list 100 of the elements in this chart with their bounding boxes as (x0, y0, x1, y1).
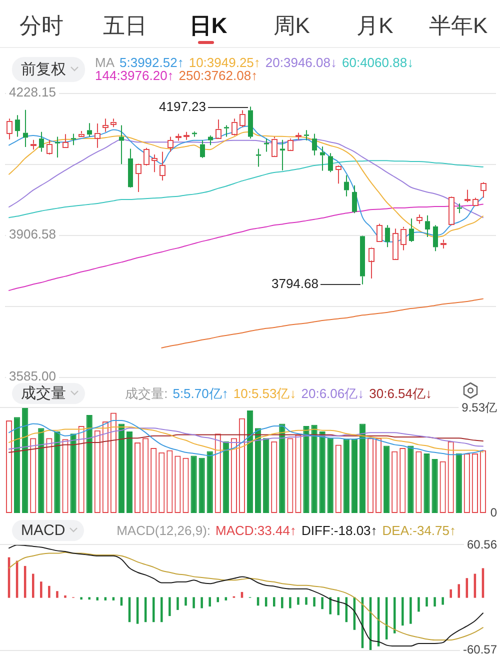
bar (289, 597, 292, 608)
candlestick (200, 140, 205, 158)
bar (410, 597, 412, 624)
text: MACD:33.44↑ (216, 522, 296, 538)
bar (54, 431, 60, 513)
bar (279, 424, 286, 513)
bar (56, 591, 58, 598)
bar (458, 584, 460, 598)
bar (264, 597, 268, 606)
bar (418, 597, 420, 612)
bar (281, 597, 284, 608)
text: 10:3949.25↑ (188, 55, 260, 70)
text: 日K (189, 13, 228, 38)
text: 半年K (428, 13, 488, 38)
bar (14, 417, 20, 513)
bar (64, 595, 66, 598)
candlestick (409, 218, 414, 242)
bar (424, 454, 430, 513)
bar (319, 431, 326, 513)
y-tick-label: 3906.58 (9, 226, 56, 242)
text: 30:6.54亿↓ (369, 386, 432, 400)
bar (104, 597, 107, 600)
candlestick (344, 174, 349, 197)
bar (305, 597, 308, 605)
text: 60:4060.88↓ (342, 55, 414, 70)
candlestick (264, 138, 269, 152)
y-tick-label: 0 (490, 505, 498, 520)
candlestick (425, 214, 430, 238)
candlestick (208, 134, 213, 146)
bar (272, 597, 276, 606)
y-tick-label: 60.56 (466, 537, 498, 552)
y-tick-label: 9.53亿 (462, 400, 498, 414)
text: 20:6.06亿↓ (301, 386, 364, 400)
text: 周K (273, 13, 310, 38)
bar (351, 439, 358, 513)
candlestick (248, 106, 253, 140)
candlestick (119, 124, 124, 165)
candlestick (360, 236, 365, 285)
candlestick (71, 133, 76, 146)
candlestick (312, 133, 317, 156)
legend-title: 成交量: (125, 386, 168, 400)
bar (96, 597, 99, 600)
bar (86, 414, 92, 513)
bar (432, 459, 438, 513)
bar (208, 597, 211, 606)
bar (255, 428, 262, 513)
text: 前复权 (21, 60, 66, 78)
candlestick (433, 224, 438, 252)
bar (466, 578, 468, 598)
candlestick (39, 131, 44, 152)
bar (329, 597, 332, 614)
bar (206, 451, 213, 513)
candlestick (224, 124, 229, 138)
bar (343, 439, 350, 513)
bar (22, 408, 28, 513)
candlestick (457, 202, 462, 214)
bar (38, 428, 44, 513)
annotation: 4197.23 (159, 99, 206, 114)
bar (297, 597, 300, 605)
bar (402, 597, 404, 626)
bar (80, 597, 82, 600)
bar (160, 597, 163, 622)
text: 成交量 (21, 384, 66, 402)
bar (184, 597, 187, 606)
text: 5:5.70亿↑ (172, 386, 228, 400)
text: 分时 (20, 13, 64, 38)
bar (384, 446, 390, 513)
line-series (161, 298, 484, 348)
y-tick-label: -60.57 (462, 642, 498, 656)
text: 五日 (102, 13, 147, 38)
bar (246, 410, 254, 513)
bar (118, 424, 125, 513)
bar (222, 441, 229, 513)
bar (263, 438, 270, 513)
bar (200, 597, 203, 608)
line-series (8, 420, 484, 456)
text: 20:3946.08↓ (265, 55, 337, 70)
bar (168, 597, 171, 616)
candlestick (15, 114, 20, 138)
text: 250:3762.08↑ (178, 68, 258, 83)
bar (136, 597, 139, 624)
bar (224, 597, 228, 600)
bar (198, 458, 205, 513)
bar (311, 424, 318, 513)
text: MACD (21, 522, 66, 538)
bar (327, 438, 334, 513)
bar (88, 597, 90, 600)
bar (426, 597, 428, 606)
text: DIFF:-18.03↑ (301, 522, 378, 538)
bar (48, 586, 50, 598)
bar (482, 568, 484, 598)
bar (190, 456, 197, 513)
bar (450, 589, 452, 598)
y-tick-label: 3585.00 (9, 368, 56, 384)
candlestick (280, 139, 285, 171)
bar (313, 597, 316, 606)
candlestick (385, 224, 390, 248)
bar (40, 582, 42, 598)
bar (359, 424, 366, 513)
legend-title: MA (95, 55, 114, 70)
